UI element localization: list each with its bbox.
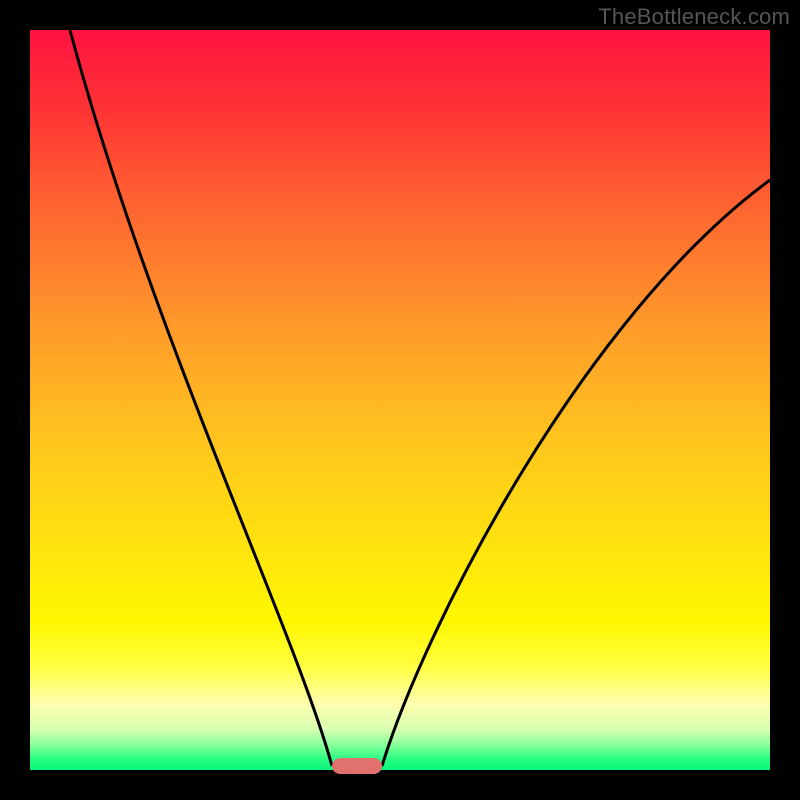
chart-container: TheBottleneck.com xyxy=(0,0,800,800)
bottleneck-marker xyxy=(332,758,382,774)
gradient-background xyxy=(30,30,770,770)
bottleneck-chart xyxy=(0,0,800,800)
watermark-text: TheBottleneck.com xyxy=(598,4,790,30)
